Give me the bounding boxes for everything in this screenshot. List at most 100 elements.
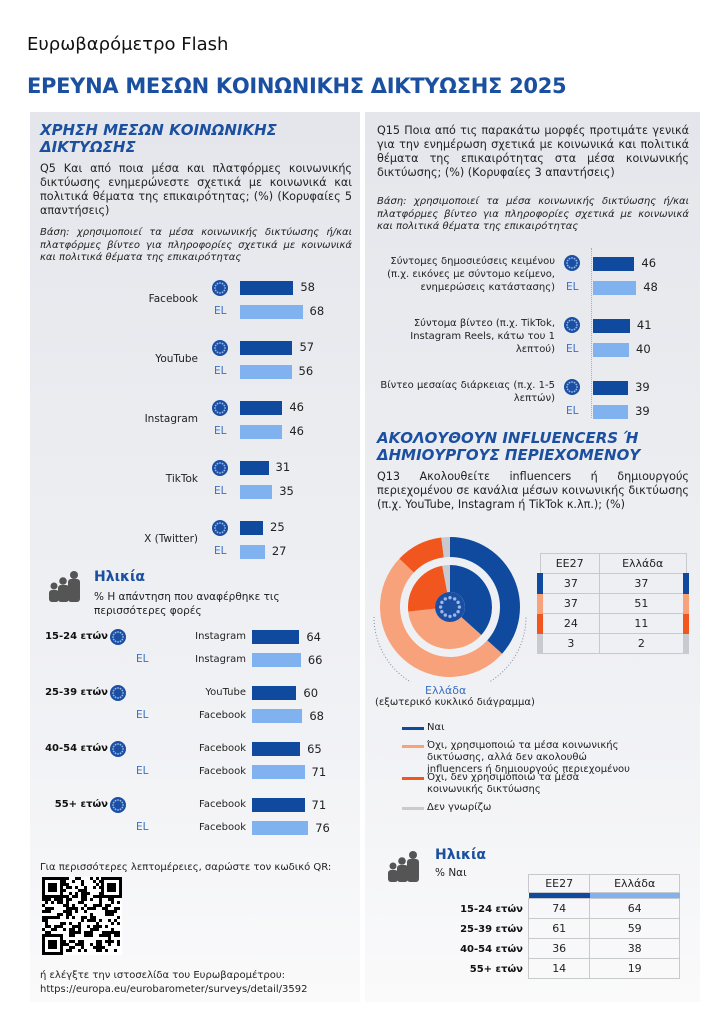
legend-label: Όχι, χρησιμοποιώ τα μέσα κοινωνικής δικτ… bbox=[427, 740, 630, 775]
age-yes-table: ΕΕ27 Ελλάδα 74 64 61 59 36 38 14 19 bbox=[527, 874, 680, 979]
qr-code[interactable] bbox=[42, 877, 122, 959]
bar-eu27 bbox=[593, 257, 635, 271]
value-el: 27 bbox=[271, 544, 287, 558]
platform-label: Facebook bbox=[199, 766, 246, 777]
section-title-usage: ΧΡΗΣΗ ΜΕΣΩΝ ΚΟΙΝΩΝΙΚΗΣ ΔΙΚΤΥΩΣΗΣ bbox=[40, 121, 277, 156]
age-title: Ηλικία bbox=[435, 847, 487, 863]
bar-el bbox=[252, 653, 301, 667]
bar-eu27 bbox=[252, 798, 305, 812]
legend-label: Ναι bbox=[427, 722, 445, 733]
value-el: 39 bbox=[635, 404, 650, 418]
bar-eu27 bbox=[593, 381, 629, 395]
bar-eu27 bbox=[252, 686, 297, 700]
donut-caption: Ελλάδα bbox=[425, 684, 467, 697]
value-eu27: 46 bbox=[641, 256, 657, 270]
value-el: 48 bbox=[643, 280, 658, 294]
legend-swatch bbox=[402, 777, 424, 780]
brand-title: Ευρωβαρόμετρο Flash bbox=[27, 34, 229, 55]
bar-el bbox=[252, 709, 303, 723]
value-el: 40 bbox=[636, 342, 651, 356]
value-eu27: 64 bbox=[306, 630, 321, 644]
eu-flag-icon bbox=[212, 340, 228, 356]
el-label: EL bbox=[136, 821, 149, 833]
donut-subcaption: (εξωτερικό κυκλικό διάγραμμα) bbox=[375, 697, 535, 708]
col-greece: Ελλάδα bbox=[589, 874, 680, 893]
table-row: 24 11 bbox=[536, 613, 689, 634]
value-el: 66 bbox=[307, 653, 323, 667]
el-label: EL bbox=[136, 765, 149, 777]
bar-eu27 bbox=[240, 521, 263, 535]
eu-flag-icon bbox=[110, 685, 126, 701]
platform-label: X (Twitter) bbox=[144, 533, 198, 545]
value-eu27: 37 bbox=[536, 573, 600, 594]
eu-flag-icon bbox=[212, 520, 228, 536]
eu-flag-icon bbox=[564, 317, 580, 333]
greece-outer-segment bbox=[399, 537, 444, 573]
el-label: EL bbox=[136, 709, 149, 721]
value-greece: 37 bbox=[598, 573, 689, 594]
value-eu27: 58 bbox=[300, 280, 315, 294]
platform-label: Facebook bbox=[199, 799, 246, 810]
eu-flag-icon bbox=[212, 400, 228, 416]
q13-table: ΕΕ27 Ελλάδα 37 37 37 51 24 11 3 2 bbox=[536, 553, 689, 654]
format-label: Σύντομες δημοσιεύσεις κειμένου (π.χ. εικ… bbox=[387, 256, 555, 293]
platform-label: Instagram bbox=[144, 413, 198, 425]
axis-line bbox=[591, 248, 592, 418]
bar-el bbox=[593, 405, 629, 419]
bar-el bbox=[240, 425, 283, 439]
qr-text: Για περισσότερες λεπτομέρειες, σαρώστε τ… bbox=[40, 862, 332, 873]
q15-base: Βάση: χρησιμοποιεί τα μέσα κοινωνικής δι… bbox=[377, 196, 689, 232]
value-el: 71 bbox=[311, 765, 327, 779]
table-row: 3 2 bbox=[536, 633, 689, 654]
eu-flag-icon bbox=[110, 629, 126, 645]
value-eu27: 71 bbox=[311, 798, 327, 812]
el-label: EL bbox=[566, 343, 579, 355]
bar-el bbox=[240, 485, 273, 499]
eu27-inner-segment bbox=[408, 565, 448, 612]
value-eu27: 39 bbox=[635, 380, 650, 394]
platform-label: Facebook bbox=[199, 743, 246, 754]
bar-eu27 bbox=[240, 401, 283, 415]
value-eu27: 36 bbox=[527, 938, 591, 959]
left-panel: ΧΡΗΣΗ ΜΕΣΩΝ ΚΟΙΝΩΝΙΚΗΣ ΔΙΚΤΥΩΣΗΣ Q5 Και … bbox=[30, 112, 360, 1002]
age-label: 15-24 ετών bbox=[45, 631, 108, 642]
bar-el bbox=[252, 821, 309, 835]
eu27-inner-segment bbox=[450, 565, 492, 636]
bar-el bbox=[593, 343, 629, 357]
greece-outer-segment bbox=[441, 537, 450, 558]
bar-el bbox=[252, 765, 305, 779]
value-el: 68 bbox=[309, 709, 324, 723]
value-eu27: 65 bbox=[307, 742, 322, 756]
legend-label: Όχι, δεν χρησιμοποιώ τα μέσα κοινωνικής … bbox=[427, 772, 580, 795]
value-eu27: 24 bbox=[536, 613, 600, 634]
donut-chart bbox=[373, 537, 527, 682]
bar-el bbox=[593, 281, 637, 295]
value-greece: 51 bbox=[598, 593, 689, 614]
right-panel: Q15 Ποια από τις παρακάτω μορφές προτιμά… bbox=[365, 112, 700, 1002]
value-eu27: 46 bbox=[289, 400, 304, 414]
eu27-inner-segment bbox=[442, 565, 450, 593]
value-el: 68 bbox=[309, 304, 325, 318]
greece-outer-segment bbox=[380, 558, 503, 677]
platform-label: Facebook bbox=[199, 822, 246, 833]
platform-label: Facebook bbox=[148, 293, 198, 305]
table-row: 36 38 bbox=[527, 938, 680, 959]
value-eu27: 25 bbox=[270, 520, 285, 534]
age-subtitle: % Ναι bbox=[435, 867, 467, 879]
eu-flag-icon bbox=[564, 379, 580, 395]
survey-link[interactable]: https://europa.eu/eurobarometer/surveys/… bbox=[40, 984, 308, 995]
age-label: 55+ ετών bbox=[54, 799, 108, 810]
age-label: 40-54 ετών bbox=[460, 944, 523, 955]
age-label: 55+ ετών bbox=[469, 964, 523, 975]
eu-flag-icon bbox=[110, 797, 126, 813]
eu-flag-icon bbox=[110, 741, 126, 757]
eu-flag-icon bbox=[212, 280, 228, 296]
eu-flag-icon bbox=[212, 460, 228, 476]
table-row: 74 64 bbox=[527, 898, 680, 919]
el-label: EL bbox=[214, 305, 227, 317]
page-title: ΕΡΕΥΝΑ ΜΕΣΩΝ ΚΟΙΝΩΝΙΚΗΣ ΔΙΚΤΥΩΣΗΣ 2025 bbox=[27, 74, 567, 98]
age-label: 15-24 ετών bbox=[460, 904, 523, 915]
value-eu27: 57 bbox=[299, 340, 315, 354]
people-icon bbox=[48, 570, 84, 608]
legend-swatch bbox=[402, 745, 424, 748]
